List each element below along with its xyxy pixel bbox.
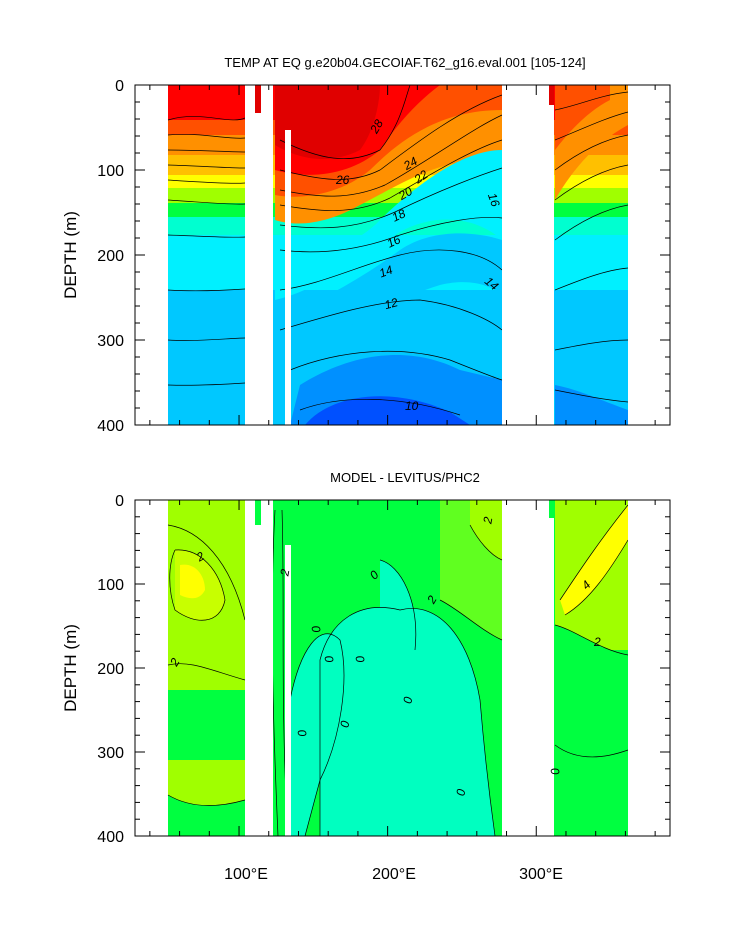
- diff-y-tick-label: 0: [115, 493, 124, 510]
- diff-field: [168, 500, 628, 836]
- diff-axis-ticks: [135, 499, 670, 837]
- temp-contour-label: 20: [395, 184, 415, 203]
- x-tick-label: 100°E: [224, 866, 268, 883]
- x-tick-label: 300°E: [519, 866, 563, 883]
- diff-y-tick-label: 300: [97, 745, 124, 762]
- temp-contour-label: 26: [335, 173, 350, 187]
- diff-contour-label: 2: [277, 568, 292, 578]
- temp-contours: [167, 84, 629, 416]
- temp-contour-label: 24: [400, 154, 420, 173]
- temp-y-axis-label: DEPTH (m): [61, 211, 80, 299]
- diff-panel-title: MODEL - LEVITUS/PHC2: [330, 470, 480, 485]
- diff-y-tick-label: 100: [97, 577, 124, 594]
- temp-contour-label: 12: [383, 295, 400, 312]
- temp-contour-label: 28: [367, 117, 386, 137]
- temp-y-tick-label: 200: [97, 248, 124, 265]
- temp-contour-label: 16: [485, 191, 503, 209]
- temp-contour-label: 16: [385, 232, 403, 250]
- diff-panel: MODEL - LEVITUS/PHC2: [61, 470, 671, 883]
- temp-contour-labels: 28 26 24 22 20 18 16 16 14 14 12 10: [335, 117, 503, 413]
- temp-y-tick-label: 0: [115, 78, 124, 95]
- temp-contour-label: 10: [405, 399, 419, 413]
- temp-axis-ticks: [135, 84, 670, 426]
- temp-panel: TEMP AT EQ g.e20b04.GECOIAF.T62_g16.eval…: [61, 55, 671, 435]
- temp-y-tick-label: 100: [97, 163, 124, 180]
- x-tick-label: 200°E: [372, 866, 416, 883]
- temp-contour-label: 14: [377, 263, 395, 281]
- temp-contour-label: 18: [390, 206, 408, 224]
- diff-contour-label: 0: [294, 728, 309, 737]
- diff-y-tick-label: 200: [97, 661, 124, 678]
- diff-contour-label: 2: [593, 635, 601, 649]
- diff-contour-label: 0: [352, 654, 367, 663]
- temp-land-gaps: [245, 85, 658, 425]
- diff-y-axis-label: DEPTH (m): [61, 624, 80, 712]
- diff-land-gaps: [245, 500, 658, 836]
- diff-contour-label: 0: [400, 695, 415, 704]
- diff-contour-label: 2: [480, 515, 495, 525]
- diff-contour-label: 0: [547, 767, 562, 776]
- diff-y-tick-label: 400: [97, 829, 124, 846]
- temp-panel-title: TEMP AT EQ g.e20b04.GECOIAF.T62_g16.eval…: [224, 55, 585, 70]
- diff-contour-label: 0: [337, 719, 352, 728]
- temp-y-tick-label: 400: [97, 418, 124, 435]
- diff-contour-label: 0: [453, 788, 468, 797]
- temp-field: [168, 85, 628, 425]
- diff-contour-label: 0: [321, 654, 336, 663]
- diff-contour-label: 0: [308, 624, 323, 633]
- temp-contour-label: 22: [411, 167, 431, 187]
- temp-y-tick-label: 300: [97, 333, 124, 350]
